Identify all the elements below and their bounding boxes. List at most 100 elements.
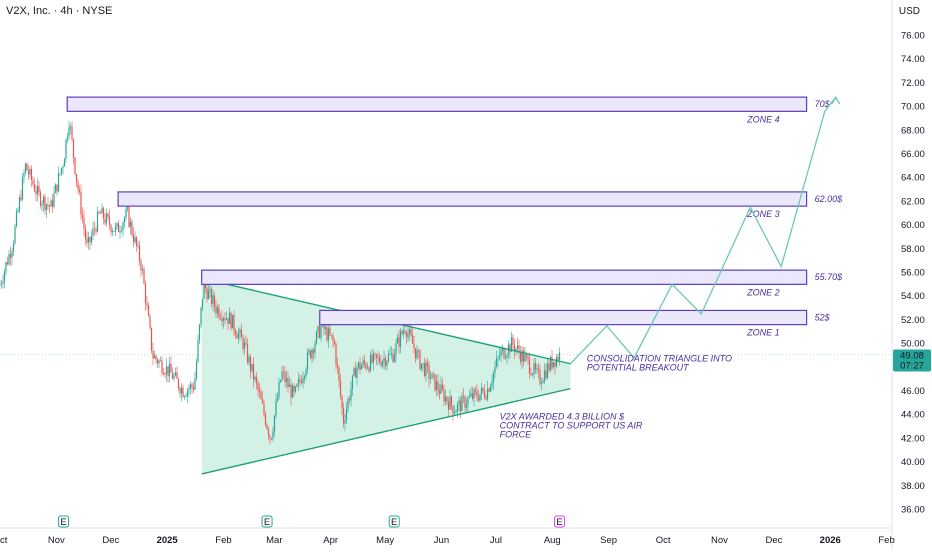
candle-body (465, 404, 468, 408)
candle-body (468, 396, 471, 398)
candle-body (338, 367, 340, 381)
candle-body (251, 364, 253, 371)
candle-body (206, 288, 208, 299)
earnings-badge-icon[interactable] (388, 515, 400, 528)
candle-body (423, 362, 426, 376)
candle-body (428, 365, 430, 380)
candle-body (2, 281, 4, 284)
candle-body (551, 356, 553, 368)
candle-body (438, 390, 441, 394)
earnings-badge-icon[interactable] (261, 515, 273, 528)
candle-body (548, 363, 550, 370)
candle-body (542, 380, 544, 383)
candle-body (189, 384, 192, 389)
y-tick-label: 46.00 (901, 386, 925, 397)
candle-body (318, 326, 321, 338)
candle-body (446, 396, 448, 402)
candle-body (269, 435, 271, 439)
triangle-lower-line[interactable] (201, 387, 571, 475)
candle-body (39, 192, 42, 206)
candle-body (402, 330, 405, 334)
candle-body (395, 343, 397, 355)
candle-body (371, 354, 373, 363)
zone-box[interactable] (319, 309, 808, 326)
candle-body (153, 355, 156, 359)
candle-body (357, 362, 360, 368)
candle-body (111, 231, 114, 233)
earnings-badge-icon[interactable] (554, 515, 566, 528)
candle-body (77, 182, 79, 190)
candle-body (38, 186, 40, 193)
candle-body (408, 329, 411, 334)
candle-body (180, 387, 183, 394)
candle-body (132, 234, 135, 243)
candle-body (128, 207, 130, 227)
candle-body (455, 410, 457, 413)
candle-body (488, 388, 490, 392)
candle-body (156, 359, 159, 364)
candle-body (353, 368, 355, 376)
candle-body (456, 403, 459, 411)
candle-body (47, 204, 49, 206)
candle-body (294, 386, 297, 392)
candle-body (194, 378, 196, 390)
zone-box[interactable] (117, 191, 808, 207)
candle-body (474, 389, 477, 392)
candle-body (476, 391, 478, 398)
candle-body (510, 337, 513, 352)
candle-body (276, 397, 279, 401)
candle-body (80, 191, 82, 215)
y-tick-label: 70.00 (901, 102, 925, 113)
candle-body (117, 223, 120, 232)
candle-body (228, 312, 231, 324)
candle-body (59, 173, 61, 175)
candle-body (29, 168, 31, 175)
x-tick-label: Dec (102, 535, 119, 546)
candle-body (227, 318, 229, 324)
bar-countdown: 07:27 (900, 361, 924, 372)
candle-body (341, 396, 343, 409)
earnings-badge-icon[interactable] (58, 515, 70, 528)
candle-body (207, 290, 210, 299)
candle-body (528, 358, 531, 374)
triangle-fill (201, 278, 571, 474)
zone-box[interactable] (66, 96, 808, 112)
candle-body (33, 184, 36, 192)
candle-body (90, 235, 93, 242)
candle-body (447, 401, 450, 410)
candle-body (492, 372, 495, 382)
candle-body (414, 348, 417, 359)
candle-body (378, 357, 381, 363)
y-tick-label: 50.00 (901, 339, 925, 350)
candle-body (392, 353, 394, 362)
candle-body (149, 315, 151, 328)
candle-body (134, 237, 136, 243)
candle-body (60, 167, 63, 174)
candle-body (536, 368, 538, 370)
annotation-text: CONTRACT TO SUPPORT US AIR (500, 420, 643, 430)
candle-body (512, 337, 514, 345)
candle-body (5, 262, 7, 272)
candle-body (203, 281, 205, 299)
candle-body (539, 370, 541, 384)
x-tick-label: Oct (0, 535, 8, 546)
candle-body (381, 361, 384, 366)
candle-body (258, 390, 261, 393)
currency-label[interactable]: USD (898, 6, 920, 17)
candle-body (339, 380, 342, 397)
earnings-badge-label: E (60, 517, 66, 528)
symbol-header[interactable]: V2X, Inc. · 4h · NYSE (6, 5, 113, 17)
candle-body (545, 370, 547, 379)
y-tick-label: 60.00 (901, 220, 925, 231)
candle-body (354, 368, 357, 378)
projection-path[interactable] (569, 96, 837, 365)
zone-label: ZONE 2 (746, 287, 780, 297)
x-tick-label: Jun (434, 535, 449, 546)
candle-body (486, 388, 489, 400)
candle-body (555, 357, 558, 367)
candle-body (56, 184, 58, 192)
candle-body (6, 262, 9, 265)
candle-body (485, 397, 487, 400)
zone-box[interactable] (201, 269, 808, 285)
